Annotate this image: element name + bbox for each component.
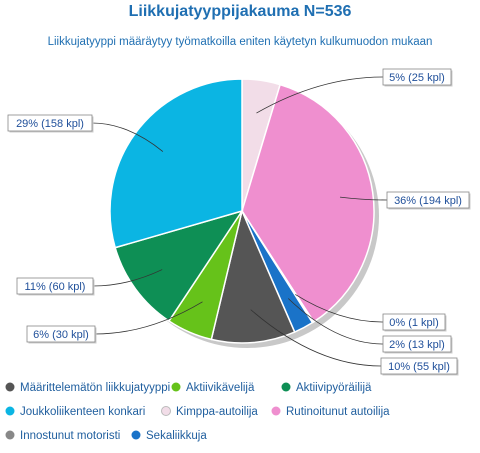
label-connector [256, 76, 384, 114]
legend-marker [5, 430, 15, 440]
legend-marker [281, 382, 291, 392]
data-label: 0% (1 kpl) [382, 313, 447, 332]
data-label-box [382, 68, 452, 86]
legend-item[interactable]: Sekaliikkuja [131, 430, 208, 442]
label-connector [339, 196, 388, 201]
data-label: 6% (30 kpl) [26, 325, 97, 344]
data-label: 36% (194 kpl) [386, 191, 471, 210]
pie-slice-rutinoitunut-autoilija[interactable] [241, 83, 375, 323]
data-label-box [7, 114, 93, 132]
legend-label: Sekaliikkuja [146, 430, 207, 442]
legend-item[interactable]: Rutinoitunut autoilija [271, 406, 391, 418]
data-label: 5% (25 kpl) [382, 68, 453, 87]
label-connector [92, 269, 163, 287]
legend-label: Rutinoitunut autoilija [286, 406, 390, 418]
data-label-box [26, 325, 96, 343]
data-label: 2% (13 kpl) [382, 335, 453, 354]
label-connector [288, 298, 384, 345]
data-label: 29% (158 kpl) [7, 114, 94, 133]
data-label-box [380, 357, 458, 375]
label-connector [94, 301, 203, 335]
data-label-text: 11% (60 kpl) [25, 281, 86, 293]
legend-marker [5, 406, 15, 416]
label-connector [91, 122, 164, 152]
data-label-text: 0% (1 kpl) [389, 317, 439, 329]
legend-label: Aktiivikävelijä [186, 382, 255, 394]
legend-label: Aktiivipyöräilijä [296, 382, 372, 394]
chart-title: Liikkujatyyppijakauma N=536 [129, 3, 352, 20]
legend-marker [161, 406, 171, 416]
legend-item[interactable]: Joukkoliikenteen konkari [5, 406, 146, 418]
data-label-text: 29% (158 kpl) [16, 118, 84, 130]
legend-label: Joukkoliikenteen konkari [20, 406, 145, 418]
legend-marker [131, 430, 141, 440]
legend-item[interactable]: Aktiivikävelijä [171, 382, 255, 394]
data-label-box [382, 335, 452, 353]
data-label-text: 6% (30 kpl) [33, 329, 89, 341]
pie-slice-joukkoliikenteen-konkari[interactable] [109, 78, 243, 249]
legend-label: Määrittelemätön liikkujatyyppi [20, 382, 170, 394]
data-label-text: 2% (13 kpl) [389, 339, 445, 351]
legend-item[interactable]: Aktiivipyöräilijä [281, 382, 373, 394]
label-connector [250, 309, 382, 367]
legend-item[interactable]: Innostunut motoristi [5, 430, 121, 442]
chart-subtitle: Liikkujatyyppi määräytyy työmatkoilla en… [48, 36, 433, 48]
legend-marker [271, 406, 281, 416]
legend-label: Innostunut motoristi [20, 430, 120, 442]
legend-item[interactable]: Määrittelemätön liikkujatyyppi [5, 382, 171, 394]
legend-label: Kimppa-autoilija [176, 406, 258, 418]
data-label-box [382, 313, 446, 331]
data-label-text: 36% (194 kpl) [394, 195, 462, 207]
data-label-text: 5% (25 kpl) [389, 72, 445, 84]
data-label: 10% (55 kpl) [380, 357, 459, 376]
data-label-text: 10% (55 kpl) [388, 361, 450, 373]
data-label-box [386, 191, 470, 209]
data-label: 11% (60 kpl) [16, 277, 95, 296]
legend-marker [5, 382, 15, 392]
pie-slice-määrittelemätön-liikkujatyyppi[interactable] [210, 208, 296, 344]
data-label-box [16, 277, 94, 295]
legend-item[interactable]: Kimppa-autoilija [161, 406, 259, 418]
legend-marker [171, 382, 181, 392]
label-connector [295, 294, 384, 323]
